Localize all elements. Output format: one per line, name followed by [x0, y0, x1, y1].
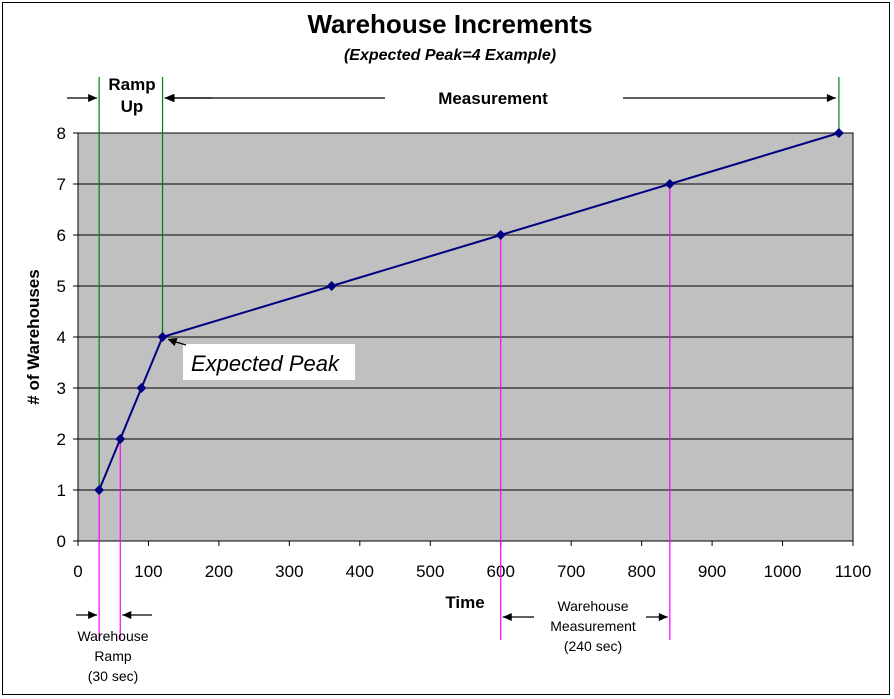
ramp-up-label: Ramp Up [108, 75, 155, 116]
x-tick-label: 500 [416, 562, 444, 581]
chart-title: Warehouse Increments [307, 9, 592, 39]
data-point [115, 434, 126, 444]
data-point [495, 230, 506, 240]
x-tick-label: 1000 [764, 562, 802, 581]
y-tick-label: 7 [57, 175, 66, 194]
measurement-left-arrow-head [165, 94, 175, 102]
data-point [136, 383, 147, 393]
y-tick-label: 3 [57, 379, 66, 398]
warehouse-measurement-label: Warehouse Measurement (240 sec) [550, 598, 636, 654]
x-tick-label: 300 [275, 562, 303, 581]
series-line [98, 132, 840, 491]
data-point [326, 281, 337, 291]
x-tick-label: 0 [73, 562, 82, 581]
chart-subtitle: (Expected Peak=4 Example) [344, 47, 556, 64]
x-tick-label: 100 [134, 562, 162, 581]
y-tick-label: 1 [57, 481, 66, 500]
y-tick-label: 0 [57, 532, 66, 551]
y-tick-label: 6 [57, 226, 66, 245]
data-point [94, 485, 105, 495]
data-point [157, 332, 168, 342]
expected-peak-box [183, 344, 355, 380]
data-point [664, 179, 675, 189]
x-tick-label: 400 [346, 562, 374, 581]
warehouse-ramp-left-arrow-head [88, 611, 98, 619]
warehouse-ramp-label: Warehouse Ramp (30 sec) [77, 628, 148, 684]
y-tick-label: 8 [57, 124, 66, 143]
warehouse-ramp-right-arrow-head [122, 611, 132, 619]
x-tick-label: 800 [627, 562, 655, 581]
expected-peak-pointer-head [167, 338, 178, 346]
x-tick-label: 200 [205, 562, 233, 581]
expected-peak-label: Expected Peak [191, 351, 340, 376]
ramp-up-left-arrow-head [88, 94, 98, 102]
measurement-label: Measurement [438, 89, 548, 108]
measurement-right-arrow-head [826, 94, 836, 102]
y-tick-label: 4 [57, 328, 66, 347]
warehouse-measurement-right-arrow-head [658, 613, 668, 621]
x-tick-label: 700 [557, 562, 585, 581]
x-tick-label: 900 [698, 562, 726, 581]
warehouse-measurement-left-arrow-head [502, 613, 512, 621]
x-axis-label: Time [445, 593, 484, 612]
data-point [833, 128, 844, 138]
x-tick-label: 1100 [835, 562, 872, 581]
y-tick-label: 2 [57, 430, 66, 449]
y-tick-label: 5 [57, 277, 66, 296]
y-axis-label: # of Warehouses [24, 269, 43, 404]
